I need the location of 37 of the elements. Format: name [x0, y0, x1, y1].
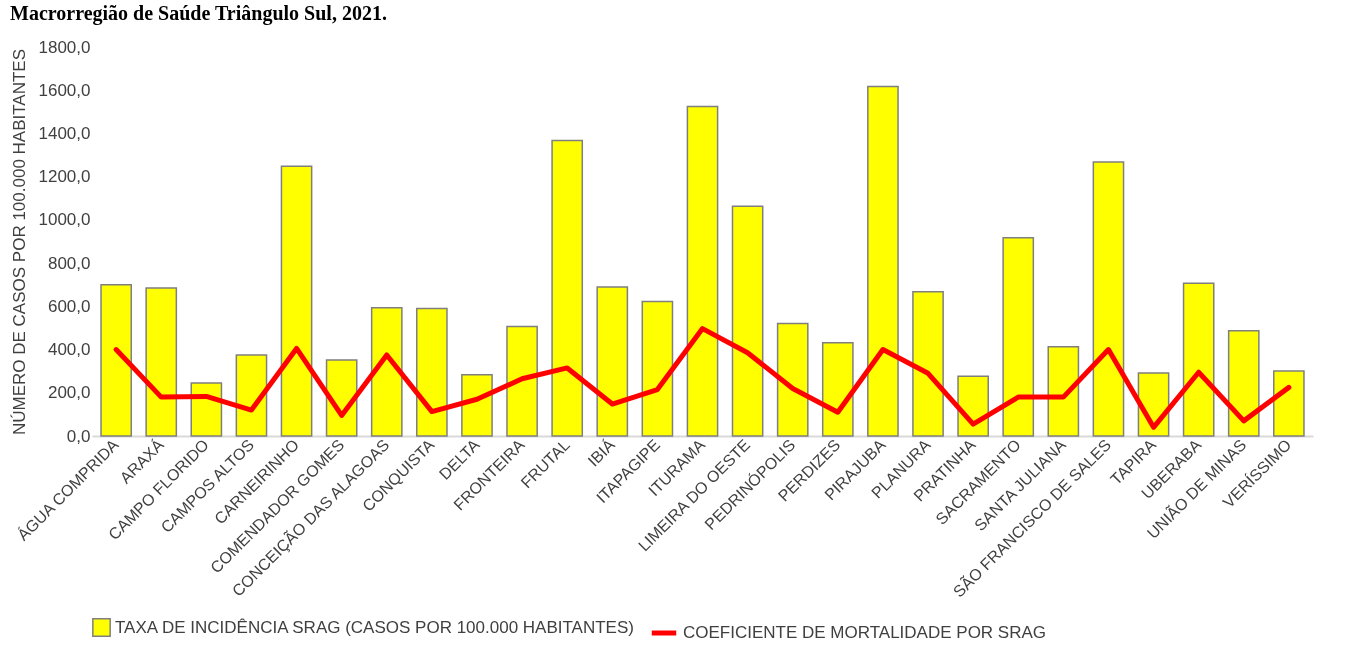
bar	[100, 283, 132, 437]
bar	[641, 300, 674, 437]
bar	[596, 286, 629, 437]
y-tick-label: 600,0	[47, 296, 91, 316]
bar	[912, 291, 944, 437]
bar	[1273, 370, 1305, 437]
bar	[370, 307, 403, 437]
y-tick-label: 800,0	[47, 253, 91, 273]
bar	[280, 165, 313, 437]
bar	[416, 307, 448, 437]
chart-title: Macrorregião de Saúde Triângulo Sul, 2021.	[10, 2, 387, 25]
legend-label: TAXA DE INCIDÊNCIA SRAG (CASOS POR 100.000 HABITANTES)	[115, 617, 634, 637]
bar	[1182, 282, 1215, 437]
bar	[461, 374, 493, 437]
y-tick-label: 200,0	[47, 383, 91, 403]
legend-label: COEFICIENTE DE MORTALIDADE POR SRAG	[683, 623, 1047, 642]
y-tick-label: 1600,0	[38, 80, 91, 100]
bar	[686, 105, 719, 437]
y-tick-label: 1800,0	[38, 37, 91, 57]
bar	[506, 325, 538, 437]
bar	[821, 341, 854, 437]
bar	[867, 85, 899, 437]
bar	[1047, 346, 1080, 437]
y-tick-label: 400,0	[47, 340, 91, 360]
bar	[145, 287, 178, 437]
bar	[1002, 237, 1035, 437]
y-tick-label: 1200,0	[38, 167, 91, 187]
y-axis-title: NÚMERO DE CASOS POR 100.000 HABITANTES	[9, 48, 29, 436]
bar	[190, 382, 223, 437]
bar	[1092, 161, 1125, 437]
bar	[235, 354, 268, 437]
y-tick-label: 1000,0	[38, 210, 91, 230]
bar	[1227, 330, 1260, 437]
bar	[731, 205, 764, 437]
bar	[776, 322, 809, 437]
y-tick-label: 1400,0	[38, 123, 91, 143]
bar	[551, 139, 584, 437]
